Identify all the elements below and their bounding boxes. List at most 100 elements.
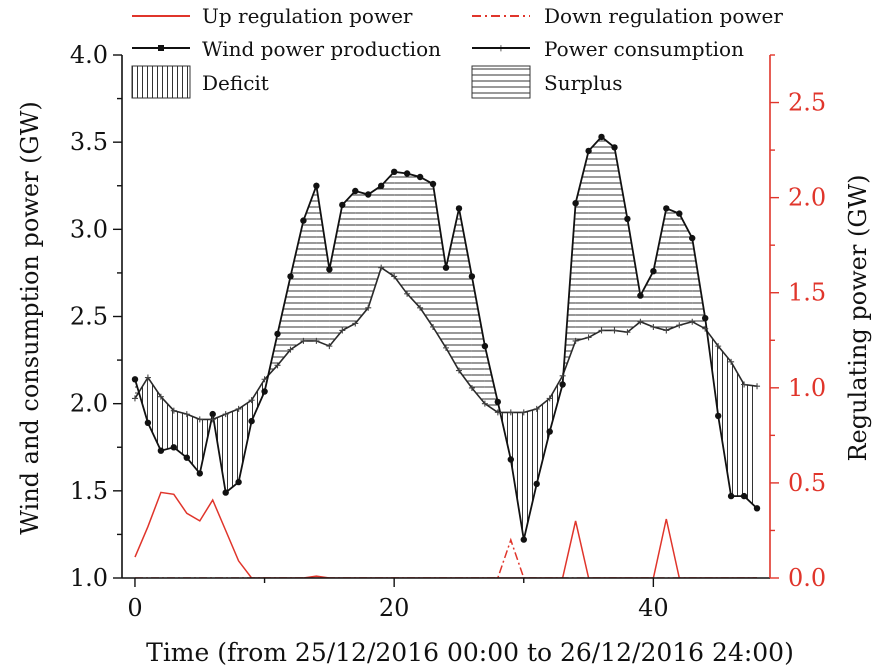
consumption-point-33 bbox=[559, 372, 566, 379]
wind-point-16 bbox=[339, 201, 346, 209]
x-tick-label-20: 20 bbox=[379, 594, 410, 622]
y-axis-title-left: Wind and consumption power (GW) bbox=[16, 101, 44, 534]
legend-surplus-label: Surplus bbox=[544, 71, 623, 95]
consumption-point-37 bbox=[611, 327, 618, 334]
consumption-point-2 bbox=[157, 393, 164, 400]
consumption-point-18 bbox=[365, 304, 372, 311]
fill-areas bbox=[135, 136, 757, 540]
wind-point-39 bbox=[637, 292, 644, 299]
consumption-point-40 bbox=[650, 323, 657, 330]
consumption-point-4 bbox=[183, 411, 190, 418]
wind-point-4 bbox=[183, 454, 190, 461]
consumption-point-9 bbox=[248, 397, 255, 404]
consumption-point-10 bbox=[261, 376, 268, 383]
wind-point-0 bbox=[131, 376, 139, 383]
wind-point-8 bbox=[235, 478, 242, 486]
consumption-point-36 bbox=[598, 327, 605, 334]
surplus-area-16-0 bbox=[342, 191, 356, 331]
consumption-point-7 bbox=[222, 411, 229, 418]
wind-point-28 bbox=[494, 398, 501, 406]
x-tick-label-0: 0 bbox=[127, 594, 142, 622]
consumption-point-12 bbox=[287, 346, 294, 353]
wind-point-3 bbox=[170, 444, 177, 451]
wind-point-45 bbox=[715, 412, 722, 420]
wind-point-27 bbox=[481, 342, 489, 350]
legend: Up regulation power Down regulation powe… bbox=[131, 4, 783, 99]
consumption-point-25 bbox=[455, 367, 462, 374]
wind-point-46 bbox=[727, 492, 735, 500]
legend-deficit-swatch bbox=[131, 65, 191, 99]
y-left-tick-label-3.0: 3.0 bbox=[70, 215, 108, 243]
y-right-tick-label-2.0: 2.0 bbox=[788, 184, 826, 212]
wind-point-34 bbox=[572, 200, 579, 207]
y-right-tick-label-2.5: 2.5 bbox=[788, 89, 826, 117]
consumption-point-23 bbox=[430, 323, 437, 330]
wind-point-7 bbox=[222, 489, 229, 496]
consumption-point-34 bbox=[572, 337, 579, 344]
wind-point-40 bbox=[650, 268, 657, 275]
wind-point-35 bbox=[585, 147, 592, 155]
surplus-area-20-0 bbox=[394, 171, 408, 294]
consumption-point-39 bbox=[637, 318, 644, 325]
surplus-area-14-0 bbox=[316, 185, 330, 347]
consumption-point-32 bbox=[546, 395, 553, 402]
y-right-tick-label-0.0: 0.0 bbox=[788, 564, 826, 592]
surplus-area-34-0 bbox=[575, 150, 589, 341]
wind-point-13 bbox=[300, 217, 307, 224]
legend-deficit-label: Deficit bbox=[202, 71, 269, 95]
consumption-point-48 bbox=[754, 383, 761, 390]
wind-point-47 bbox=[740, 492, 748, 500]
consumption-point-6 bbox=[209, 416, 216, 423]
legend-wind-label: Wind power production bbox=[202, 37, 441, 61]
consumption-point-45 bbox=[715, 343, 722, 350]
deficit-area-3-0 bbox=[173, 410, 187, 458]
wind-point-38 bbox=[624, 215, 631, 223]
consumption-point-13 bbox=[300, 337, 307, 344]
consumption-point-46 bbox=[728, 358, 735, 365]
surplus-area-11-0 bbox=[277, 276, 291, 366]
consumption-point-44 bbox=[702, 325, 709, 332]
deficit-area-45-0 bbox=[718, 346, 732, 497]
deficit-area-7-0 bbox=[225, 408, 239, 493]
surplus-area-37-0 bbox=[614, 147, 628, 333]
surplus-area-19-0 bbox=[381, 171, 395, 277]
series-markers bbox=[131, 133, 761, 543]
consumption-point-30 bbox=[520, 409, 527, 416]
y-left-tick-label-3.5: 3.5 bbox=[70, 128, 108, 156]
axis-ticks: 0 20 40 1.0 1.5 2.0 2.5 3.0 3.5 4.0 0.0 0.5 1.0 1.5 2.… bbox=[70, 41, 826, 622]
wind-point-26 bbox=[468, 273, 476, 280]
consumption-point-31 bbox=[533, 405, 540, 412]
consumption-point-43 bbox=[689, 318, 696, 325]
legend-up-label: Up regulation power bbox=[202, 4, 413, 28]
wind-point-14 bbox=[313, 182, 320, 189]
surplus-area-42-0 bbox=[679, 213, 693, 326]
consumption-point-22 bbox=[417, 304, 424, 311]
surplus-area-22-0 bbox=[420, 177, 433, 327]
consumption-point-38 bbox=[624, 329, 631, 336]
consumption-point-26 bbox=[468, 384, 475, 391]
deficit-area-31-0 bbox=[536, 398, 550, 484]
consumption-point-8 bbox=[235, 405, 242, 412]
surplus-area-40-0 bbox=[653, 208, 667, 331]
consumption-point-27 bbox=[481, 400, 488, 407]
consumption-point-15 bbox=[326, 343, 333, 350]
wind-point-42 bbox=[676, 210, 683, 217]
wind-point-15 bbox=[326, 266, 333, 273]
wind-point-21 bbox=[403, 170, 411, 177]
surplus-area-35-0 bbox=[588, 136, 602, 338]
y-right-tick-label-1.0: 1.0 bbox=[788, 374, 826, 402]
surplus-area-41-0 bbox=[666, 208, 680, 331]
wind-point-29 bbox=[507, 456, 514, 463]
wind-point-18 bbox=[365, 191, 372, 198]
consumption-point-19 bbox=[378, 264, 385, 271]
consumption-point-1 bbox=[144, 374, 151, 381]
wind-point-36 bbox=[598, 133, 605, 141]
surplus-area-24-0 bbox=[446, 208, 459, 371]
surplus-area-38-0 bbox=[627, 218, 641, 333]
wind-point-19 bbox=[378, 182, 385, 189]
consumption-point-20 bbox=[391, 273, 398, 280]
y-left-tick-label-2.0: 2.0 bbox=[70, 390, 108, 418]
wind-point-48 bbox=[753, 505, 761, 512]
up-regulation-line bbox=[134, 491, 757, 578]
